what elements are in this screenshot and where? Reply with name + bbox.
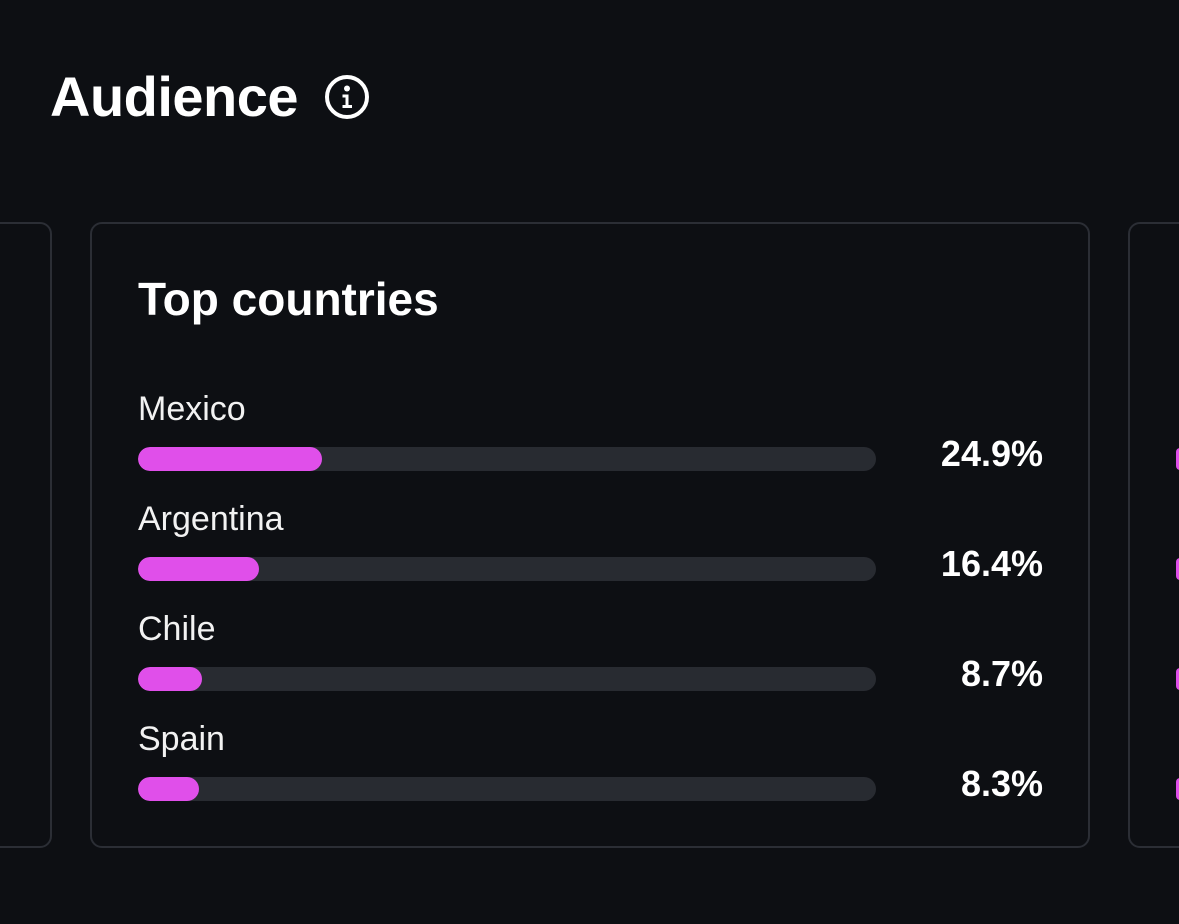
country-name: Chile bbox=[138, 610, 216, 648]
country-row: Mexico 24.9% bbox=[138, 392, 1043, 502]
country-percent: 8.7% bbox=[960, 653, 1043, 694]
country-bar-fill bbox=[138, 667, 203, 691]
country-bar-track bbox=[138, 447, 876, 471]
audience-header: Audience bbox=[50, 62, 370, 132]
next-card-bar-edge bbox=[1176, 448, 1179, 470]
country-bar-track bbox=[138, 667, 876, 691]
country-row: Chile 8.7% bbox=[138, 612, 1043, 722]
card-title: Top countries bbox=[138, 273, 439, 325]
country-row: Spain 8.3% bbox=[138, 722, 1043, 832]
top-countries-card: Top countries Mexico 24.9% Argentina 16.… bbox=[90, 222, 1090, 848]
country-name: Spain bbox=[138, 720, 225, 758]
next-card-bar-edge bbox=[1176, 558, 1179, 580]
next-card-bar-edge bbox=[1176, 668, 1179, 690]
country-bar-fill bbox=[138, 777, 200, 801]
next-card-bar-edge bbox=[1176, 778, 1179, 800]
country-row: Argentina 16.4% bbox=[138, 502, 1043, 612]
previous-card-value-edge bbox=[16, 446, 24, 476]
country-bar-track bbox=[138, 557, 876, 581]
next-card[interactable] bbox=[1128, 222, 1179, 848]
country-percent: 8.3% bbox=[960, 763, 1043, 804]
country-percent: 24.9% bbox=[940, 433, 1043, 474]
info-icon[interactable] bbox=[324, 74, 370, 120]
country-bar-fill bbox=[138, 557, 260, 581]
country-name: Mexico bbox=[138, 390, 246, 428]
country-list: Mexico 24.9% Argentina 16.4% Chile 8.7% bbox=[138, 392, 1043, 832]
page-title: Audience bbox=[50, 65, 299, 128]
country-name: Argentina bbox=[138, 500, 284, 538]
previous-card[interactable] bbox=[0, 222, 52, 848]
country-bar-track bbox=[138, 777, 876, 801]
country-percent: 16.4% bbox=[940, 543, 1043, 584]
country-bar-fill bbox=[138, 447, 322, 471]
